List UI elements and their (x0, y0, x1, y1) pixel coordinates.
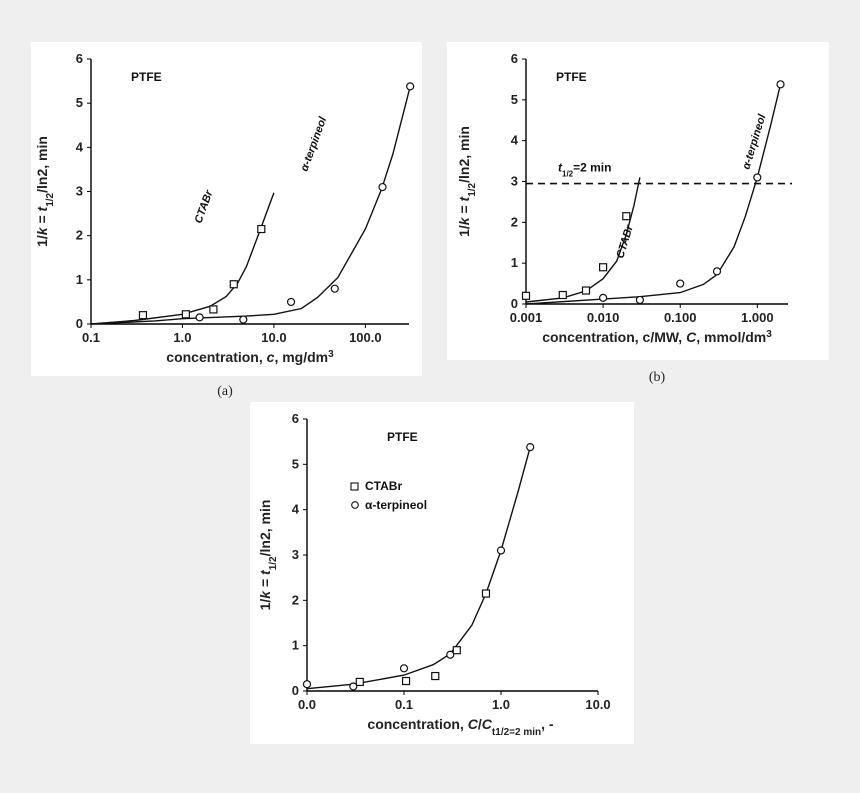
x-tick-label: 0.100 (664, 310, 697, 325)
legend-label-ctabr: CTABr (365, 479, 402, 493)
data-point-terpineol (496, 546, 506, 555)
material-label: PTFE (387, 430, 418, 444)
curve-label-ctabr: CTABr (193, 188, 216, 225)
chart-a: 0 1 2 3 4 5 6 0.1 1.0 10.0 100.0 1/k = t1/2/ln2, mi… (34, 51, 415, 366)
fit-curve-terpineol (526, 84, 782, 305)
chart-panel-a: 0 1 2 3 4 5 6 0.1 1.0 10.0 100.0 1/k = t1/2/ln2, mi… (31, 42, 422, 376)
chart-panel-b: 0 1 2 3 4 5 6 0.001 0.010 0.100 1.000 1/k = t1/2/ln… (447, 42, 829, 360)
y-tick-label: 2 (76, 228, 83, 243)
y-tick-label: 1 (76, 272, 83, 287)
data-point-ctabr (622, 212, 631, 221)
y-tick-label: 5 (76, 95, 83, 110)
data-point-ctabr (481, 589, 491, 598)
data-point-terpineol (753, 173, 762, 182)
fit-curve-terpineol (91, 86, 411, 325)
data-point-ctabr (229, 280, 238, 289)
x-tick-label: 1.0 (492, 697, 510, 712)
y-axis-title: 1/k = t1/2/ln2, min (34, 136, 56, 247)
plot-frame (91, 59, 409, 324)
data-point-ctabr (257, 224, 266, 234)
data-point-terpineol (378, 182, 387, 192)
x-axis-title: concentration, c/MW, C, mmol/dm3 (542, 329, 772, 346)
fit-curve-combined (307, 446, 531, 690)
data-point-terpineol (712, 267, 722, 276)
y-tick-label: 3 (511, 174, 518, 189)
data-point-terpineol (399, 664, 409, 673)
data-point-terpineol (330, 284, 339, 293)
data-point-terpineol (239, 315, 248, 324)
y-tick-label: 1 (292, 638, 299, 653)
data-point-terpineol (635, 295, 644, 305)
y-tick-label: 3 (292, 547, 299, 562)
data-point-terpineol (776, 80, 785, 89)
material-label: PTFE (556, 70, 587, 84)
data-point-ctabr (581, 286, 591, 295)
y-tick-label: 2 (511, 214, 518, 229)
data-point-ctabr (209, 305, 218, 314)
curve-label-ctabr: CTABr (614, 223, 636, 260)
y-tick-label: 3 (76, 184, 83, 199)
x-tick-label: 100.0 (349, 330, 382, 345)
y-axis-title: 1/k = t1/2/ln2, min (456, 126, 478, 237)
y-tick-label: 6 (76, 51, 83, 66)
x-tick-label: 0.001 (510, 310, 543, 325)
x-axis-title: concentration, C/Ct1/2=2 min, - (367, 716, 553, 738)
chart-c: 0 1 2 3 4 5 6 0.0 0.1 1.0 10.0 1/k = t1/2/ln2, min c… (257, 411, 611, 738)
data-point-terpineol (349, 682, 358, 691)
reference-line-label: t1/2=2 min (558, 161, 611, 179)
x-tick-label: 1.0 (173, 330, 191, 345)
y-tick-label: 1 (511, 255, 518, 270)
x-axis-title: concentration, c, mg/dm3 (166, 349, 334, 366)
curve-label-terpineol: α-terpineol (299, 115, 330, 173)
x-tick-label: 0.010 (587, 310, 620, 325)
legend-marker-ctabr (350, 482, 359, 491)
legend-label-terpineol: α-terpineol (365, 498, 427, 512)
data-point-terpineol (526, 443, 535, 452)
data-point-ctabr (138, 311, 148, 320)
chart-panel-c: 0 1 2 3 4 5 6 0.0 0.1 1.0 10.0 1/k = t1/2/ln2, min c… (250, 402, 634, 744)
legend-marker-terpineol (351, 501, 359, 509)
y-axis-title: 1/k = t1/2/ln2, min (257, 500, 279, 611)
caption-a: (a) (217, 384, 233, 399)
data-point-ctabr (431, 671, 440, 681)
caption-b: (b) (648, 370, 666, 385)
x-tick-label: 10.0 (585, 697, 610, 712)
data-point-terpineol (195, 313, 204, 322)
y-tick-label: 6 (511, 51, 518, 66)
x-tick-label: 0.0 (298, 697, 316, 712)
y-tick-label: 4 (511, 133, 519, 148)
plot-frame (526, 59, 788, 304)
y-tick-label: 0 (292, 683, 299, 698)
x-tick-label: 10.0 (261, 330, 286, 345)
data-point-terpineol (599, 293, 608, 302)
x-tick-label: 1.000 (741, 310, 774, 325)
y-tick-label: 0 (76, 316, 83, 331)
data-point-terpineol (676, 279, 685, 288)
data-point-ctabr (558, 290, 567, 300)
y-tick-label: 6 (292, 411, 299, 426)
data-point-ctabr (355, 677, 364, 687)
data-point-terpineol (286, 297, 296, 307)
y-tick-label: 4 (292, 502, 300, 517)
chart-b: 0 1 2 3 4 5 6 0.001 0.010 0.100 1.000 1/k = t1/2/ln… (456, 51, 792, 346)
x-tick-label: 0.1 (395, 697, 413, 712)
data-point-ctabr (181, 310, 190, 319)
data-point-terpineol (446, 650, 455, 659)
data-point-terpineol (302, 680, 312, 689)
y-tick-label: 5 (511, 92, 518, 107)
data-point-terpineol (406, 82, 415, 91)
y-tick-label: 2 (292, 592, 299, 607)
y-tick-label: 0 (511, 296, 518, 311)
data-point-ctabr (452, 646, 461, 655)
data-point-ctabr (401, 676, 411, 686)
fit-curve-ctabr (91, 192, 275, 325)
y-tick-label: 4 (76, 139, 84, 154)
y-tick-label: 5 (292, 456, 299, 471)
curve-label-terpineol: α-terpineol (740, 112, 768, 171)
data-point-ctabr (521, 291, 531, 300)
data-point-ctabr (599, 263, 608, 272)
x-tick-label: 0.1 (82, 330, 100, 345)
material-label: PTFE (131, 70, 162, 84)
